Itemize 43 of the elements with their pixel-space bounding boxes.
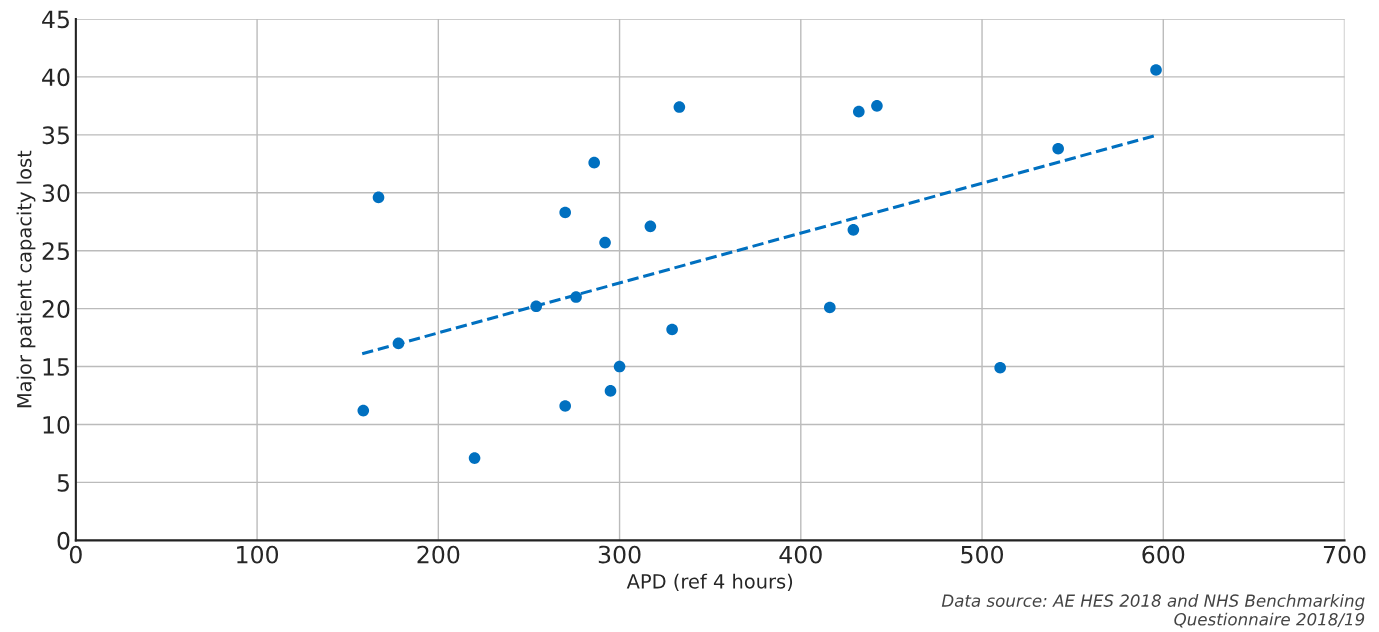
point — [570, 291, 582, 303]
x-tick-label: 600 — [1142, 545, 1185, 564]
point — [530, 300, 542, 313]
y-tick-label: 15 — [43, 358, 69, 376]
point — [468, 452, 481, 464]
point — [599, 236, 611, 249]
y-tick-label: 10 — [43, 415, 70, 434]
point — [392, 337, 405, 350]
x-tick-label: 100 — [237, 545, 279, 564]
y-tick-label: 20 — [42, 300, 70, 318]
point — [852, 105, 865, 118]
x-tick-label: 200 — [417, 545, 460, 564]
point — [666, 323, 678, 336]
source-note: Data source: AE HES 2018 and NHS Benchmarking Questionnaire 2018/19 — [941, 594, 1365, 628]
point — [588, 156, 600, 169]
point — [673, 101, 686, 113]
x-axis-title: APD (ref 4 hours) — [626, 573, 793, 591]
x-tick-label: 300 — [598, 545, 641, 564]
y-tick-label: 0 — [57, 531, 70, 550]
point — [559, 206, 571, 219]
point — [847, 224, 860, 236]
point — [613, 360, 626, 373]
x-tick-label: 500 — [961, 545, 1004, 564]
point — [357, 404, 370, 417]
point — [372, 191, 385, 204]
y-tick-label: 30 — [42, 184, 70, 203]
x-tick-label: 700 — [1323, 545, 1366, 564]
point — [1150, 64, 1162, 76]
point — [871, 100, 883, 112]
y-tick-label: 5 — [57, 474, 69, 492]
x-tick-label: 400 — [779, 545, 822, 564]
y-tick-label: 45 — [42, 10, 69, 29]
point — [644, 220, 657, 233]
point — [604, 385, 617, 397]
x-tick-label: 0 — [69, 545, 82, 564]
y-axis-title: Major patient capacity lost — [16, 150, 36, 408]
y-tick-label: 25 — [42, 242, 69, 260]
point — [1052, 142, 1064, 155]
y-tick-label: 40 — [42, 68, 70, 87]
point — [559, 400, 571, 412]
y-tick-label: 35 — [42, 126, 69, 145]
point — [823, 301, 836, 314]
point — [994, 361, 1006, 374]
